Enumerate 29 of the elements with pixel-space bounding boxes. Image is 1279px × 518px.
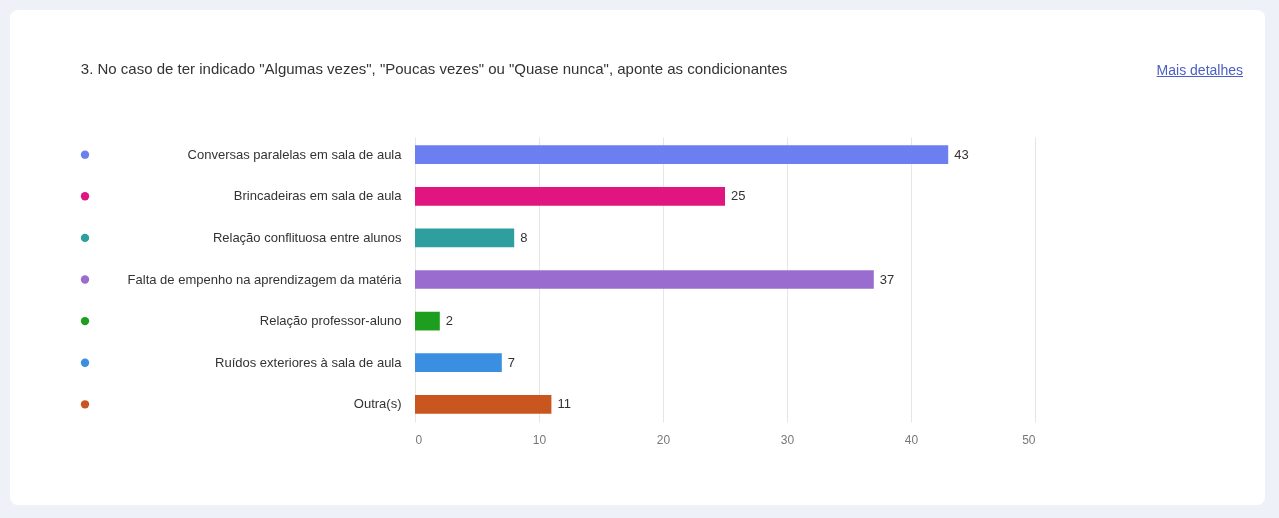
x-tick-label: 10 bbox=[532, 432, 547, 447]
bar bbox=[415, 228, 515, 248]
data-label: 2 bbox=[445, 313, 454, 329]
x-tick-label: 30 bbox=[780, 432, 795, 447]
bar bbox=[415, 186, 725, 206]
data-label: 25 bbox=[731, 188, 746, 204]
y-tick-label: Ruídos exteriores à sala de aula bbox=[215, 354, 403, 370]
x-tick-label: 50 bbox=[1022, 432, 1036, 447]
y-tick-label: Brincadeiras em sala de aula bbox=[233, 188, 403, 204]
y-tick-label: Falta de empenho na aprendizagem da matéria bbox=[127, 271, 403, 287]
y-tick-label: Conversas paralelas em sala de aula bbox=[187, 146, 403, 162]
y-tick-label: Relação professor-aluno bbox=[259, 313, 402, 329]
text: Mais detalhes bbox=[1156, 62, 1243, 78]
bar bbox=[415, 270, 874, 289]
data-label: 43 bbox=[954, 146, 969, 162]
data-label: 37 bbox=[879, 271, 895, 287]
data-label: 7 bbox=[507, 354, 516, 370]
x-tick-label: 40 bbox=[904, 432, 919, 447]
bar bbox=[415, 353, 502, 373]
y-tick-label: Relação conflituosa entre alunos bbox=[212, 229, 402, 245]
x-tick-label: 20 bbox=[656, 432, 671, 447]
bar bbox=[415, 394, 552, 414]
x-tick-label: 0 bbox=[415, 432, 423, 447]
data-label: 11 bbox=[557, 396, 571, 412]
bar bbox=[415, 311, 440, 331]
data-label: 8 bbox=[520, 229, 528, 245]
bar bbox=[415, 145, 949, 165]
chart-title: 3. No caso de ter indicado "Algumas vezes", "Poucas vezes" ou "Quase nunca", aponte as condicionantes bbox=[80, 60, 788, 77]
y-tick-label: Outra(s) bbox=[353, 396, 402, 412]
